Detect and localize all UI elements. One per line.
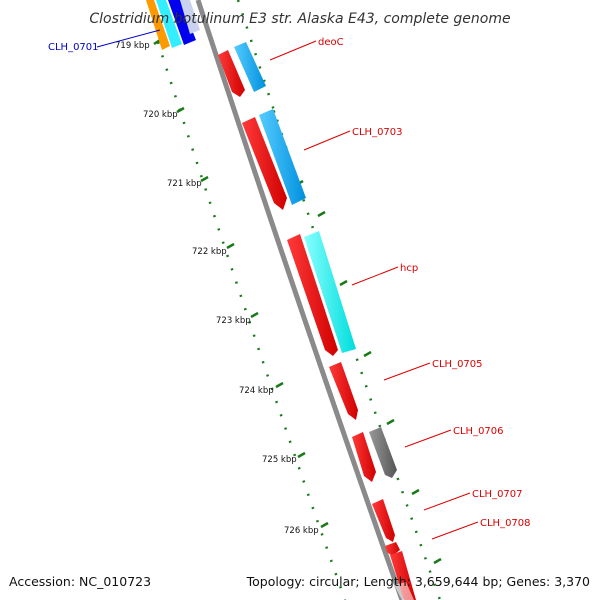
leader-CLH_0706: [404, 429, 452, 448]
ruler-labels: 719 kbp 720 kbp 721 kbp 722 kbp 723 kbp …: [115, 41, 319, 536]
tick-719: [153, 38, 161, 46]
outer-tick: [386, 418, 395, 426]
tick-label: 721 kbp: [167, 179, 202, 189]
genome-summary: Topology: circular; Length: 3,659,644 bp…: [246, 574, 590, 589]
accession-text: Accession: NC_010723: [9, 574, 151, 589]
gray-feature-CLH_0706[interactable]: [369, 427, 397, 478]
cds-arrow-hcp[interactable]: [287, 234, 338, 356]
gene-label-CLH_0706[interactable]: CLH_0706: [453, 426, 504, 437]
genome-backbone: [195, 0, 405, 600]
feature-deoC[interactable]: [218, 42, 266, 97]
feature-CLH_0707[interactable]: [372, 499, 395, 542]
gene-label-deoC[interactable]: deoC: [318, 37, 344, 48]
blast-hits-top[interactable]: [146, 0, 200, 50]
leader-CLH_0703: [303, 130, 351, 151]
cds-arrow-CLH_0707[interactable]: [372, 499, 395, 542]
cds-arrow-CLH_0708[interactable]: [385, 542, 400, 556]
blast-hit-blue[interactable]: [168, 0, 196, 45]
blast-hit-deoC[interactable]: [234, 42, 266, 92]
map-title: Clostridium botulinum E3 str. Alaska E43…: [89, 11, 510, 27]
cds-arrow-CLH_0703[interactable]: [242, 117, 287, 210]
blast-hit-hcp[interactable]: [304, 231, 356, 353]
outer-tick: [363, 350, 372, 358]
tick-726: [320, 521, 329, 529]
cds-arrow-deoC[interactable]: [218, 50, 245, 97]
ruler-ticks: [153, 38, 329, 529]
blast-hit-orange[interactable]: [146, 0, 170, 50]
leader-CLH_0707: [423, 492, 471, 511]
leader-CLH_0701: [96, 29, 161, 48]
tick-label: 722 kbp: [192, 247, 227, 257]
outer-tick: [411, 488, 420, 496]
leader-CLH_0708: [431, 521, 479, 540]
cds-arrow-CLH_0706[interactable]: [352, 432, 376, 482]
blast-hit-cyan[interactable]: [156, 0, 182, 48]
tick-label: 720 kbp: [143, 110, 178, 120]
feature-CLH_0708[interactable]: [385, 542, 400, 556]
gc-content-track: [156, 41, 347, 600]
feature-CLH_0705[interactable]: [329, 362, 358, 420]
gene-label-CLH_0708[interactable]: CLH_0708: [480, 518, 531, 529]
tick-723: [250, 311, 259, 319]
tick-725: [297, 451, 306, 459]
feature-hcp[interactable]: [287, 231, 356, 356]
outer-tick: [433, 557, 442, 565]
tick-label: 724 kbp: [239, 386, 274, 396]
gene-label-CLH_0703[interactable]: CLH_0703: [352, 127, 403, 138]
feature-CLH_0706[interactable]: [352, 427, 397, 482]
tick-label: 723 kbp: [216, 316, 251, 326]
cds-arrow-CLH_0705[interactable]: [329, 362, 358, 420]
leader-hcp: [351, 266, 399, 286]
tick-722: [226, 242, 235, 250]
outer-tick: [317, 210, 326, 218]
leader-deoC: [269, 40, 317, 61]
gene-label-CLH_0707[interactable]: CLH_0707: [472, 489, 523, 500]
gene-label-hcp[interactable]: hcp: [400, 263, 418, 274]
gene-labels: CLH_0701 deoC CLH_0703 hcp CLH_0705 CLH_…: [48, 37, 531, 529]
label-leaders: [96, 29, 479, 540]
tick-720: [176, 106, 185, 114]
gene-label-CLH_0705[interactable]: CLH_0705: [432, 359, 483, 370]
blast-hit-faded[interactable]: [180, 0, 200, 34]
tick-label: 726 kbp: [284, 526, 319, 536]
tick-label: 725 kbp: [262, 455, 297, 465]
tick-721: [200, 175, 209, 183]
gene-label-CLH_0701[interactable]: CLH_0701: [48, 42, 99, 53]
cds-arrow-next[interactable]: [390, 551, 416, 600]
feature-next[interactable]: [390, 551, 416, 600]
blast-hit-next[interactable]: [394, 582, 414, 600]
leader-CLH_0705: [383, 362, 431, 381]
feature-CLH_0703[interactable]: [242, 109, 306, 210]
outer-tick: [339, 279, 348, 287]
tick-724: [275, 381, 284, 389]
blast-hit-CLH_0703[interactable]: [259, 109, 306, 205]
tick-label: 719 kbp: [115, 41, 150, 51]
